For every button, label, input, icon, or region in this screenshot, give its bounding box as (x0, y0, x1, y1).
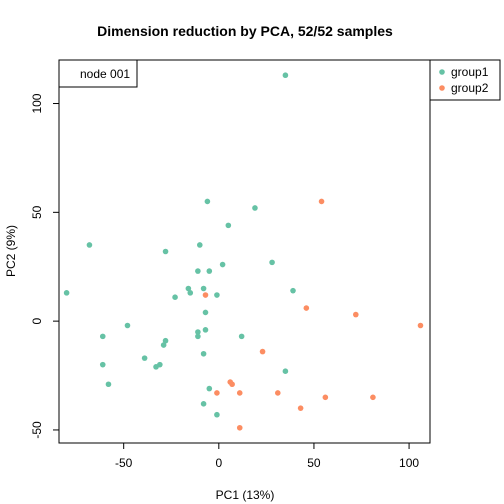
data-point-group1 (225, 222, 232, 229)
data-point-group1 (153, 364, 159, 370)
data-point-group2 (318, 198, 325, 205)
legend-swatch-group2 (439, 85, 445, 91)
data-point-group2 (353, 311, 359, 318)
data-point-group2 (370, 394, 376, 401)
data-point-group1 (214, 411, 220, 418)
node-annotation: node 001 (58, 59, 138, 88)
node-annotation-text: node 001 (80, 67, 130, 81)
x-tick-label: 100 (399, 456, 419, 470)
x-axis: -50 0 50 100 (115, 443, 419, 470)
data-point-group1 (99, 361, 106, 368)
data-point-group1 (290, 287, 296, 294)
data-point-group1 (196, 242, 203, 248)
legend-box (429, 59, 501, 101)
legend: group1 group2 (429, 59, 501, 101)
x-axis-label: PC1 (13%) (216, 488, 275, 502)
y-axis: -50 0 50 100 (30, 93, 59, 439)
legend-label-group1: group1 (451, 65, 489, 79)
data-point-group1 (141, 355, 148, 361)
data-point-group1 (195, 268, 201, 274)
data-point-group2 (236, 424, 243, 431)
data-point-group1 (195, 329, 201, 335)
data-point-group1 (172, 294, 178, 300)
data-point-group2 (202, 292, 209, 298)
data-point-group1 (206, 385, 213, 392)
data-point-group2 (303, 305, 310, 311)
data-point-group1 (160, 342, 167, 348)
data-point-group1 (202, 327, 209, 333)
data-point-group1 (206, 268, 213, 274)
plot-frame (58, 59, 431, 444)
data-point-group1 (200, 350, 207, 357)
data-point-group1 (187, 290, 194, 296)
data-point-group1 (282, 72, 289, 79)
data-point-group1 (162, 248, 169, 255)
series-group2 (202, 198, 424, 431)
data-point-group1 (252, 205, 258, 211)
data-points (63, 72, 424, 431)
data-point-group1 (269, 259, 275, 266)
legend-label-group2: group2 (451, 81, 489, 95)
data-point-group2 (214, 390, 220, 396)
data-point-group1 (185, 285, 192, 292)
data-point-group2 (229, 381, 235, 388)
data-point-group1 (162, 337, 169, 344)
data-point-group2 (322, 394, 329, 401)
legend-swatch-group1 (439, 69, 445, 75)
node-annotation-box (58, 59, 138, 88)
x-tick-label: -50 (115, 456, 133, 470)
y-tick-label: -50 (30, 421, 44, 439)
data-point-group1 (200, 401, 207, 407)
data-point-group1 (238, 333, 245, 340)
data-point-group1 (105, 381, 112, 388)
data-point-group1 (195, 333, 201, 340)
data-point-group2 (274, 390, 281, 396)
x-tick-label: 50 (307, 456, 321, 470)
data-point-group2 (297, 405, 304, 411)
data-point-group1 (282, 368, 289, 374)
y-axis-label: PC2 (9%) (4, 225, 18, 277)
chart-title: Dimension reduction by PCA, 52/52 sample… (97, 23, 393, 39)
data-point-group1 (204, 198, 211, 205)
data-point-group1 (99, 333, 106, 340)
data-point-group2 (236, 390, 243, 396)
data-point-group2 (259, 348, 266, 355)
data-point-group1 (200, 285, 207, 292)
y-tick-label: 100 (30, 93, 44, 113)
data-point-group1 (124, 322, 131, 329)
data-point-group2 (417, 322, 424, 329)
data-point-group1 (63, 290, 70, 296)
data-point-group1 (214, 292, 220, 298)
series-group1 (63, 72, 296, 418)
x-tick-label: 0 (215, 456, 222, 470)
y-tick-label: 0 (30, 317, 44, 324)
data-point-group1 (202, 309, 209, 316)
data-point-group1 (86, 242, 93, 248)
data-point-group1 (219, 261, 226, 268)
y-tick-label: 50 (30, 205, 44, 219)
